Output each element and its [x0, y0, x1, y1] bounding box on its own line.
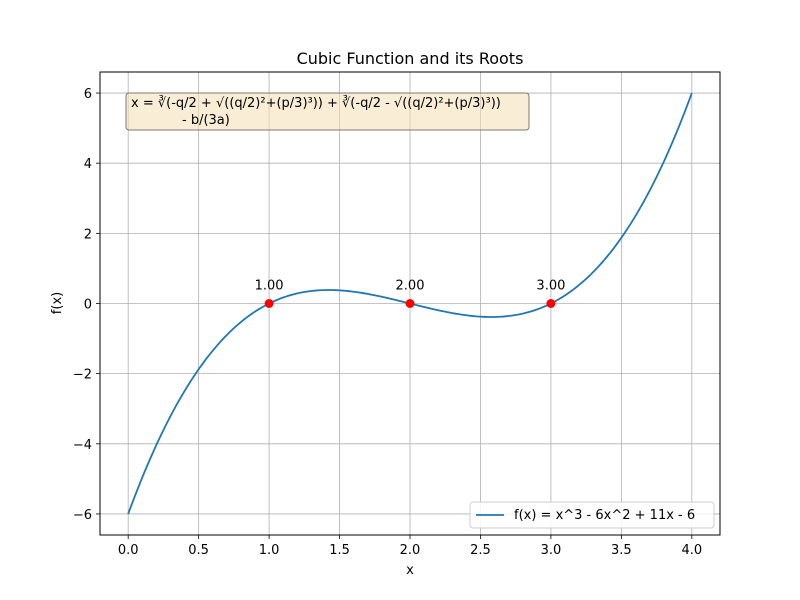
- x-tick-label: 3.5: [611, 543, 632, 558]
- y-tick-label: 4: [84, 157, 92, 172]
- y-axis-label: f(x): [50, 292, 65, 314]
- x-tick-label: 2.5: [470, 543, 491, 558]
- axes-frame: [99, 71, 721, 536]
- x-tick-label: 1.0: [259, 543, 280, 558]
- root-marker: [264, 299, 274, 308]
- x-tick-label: 2.0: [400, 543, 421, 558]
- x-tick-label: 1.5: [329, 543, 350, 558]
- legend: f(x) = x^3 - 6x^2 + 11x - 6: [469, 501, 715, 529]
- y-tick-label: 2: [84, 227, 92, 242]
- tick-layer: 0.0 0.5 1.0 1.5 2.0 2.5 3.0 3.5 4.0 −6 −4 −2 0 2 4 6: [73, 87, 702, 558]
- chart-title: Cubic Function and its Roots: [297, 49, 524, 68]
- x-axis-label: x: [406, 563, 414, 578]
- legend-label: f(x) = x^3 - 6x^2 + 11x - 6: [514, 508, 695, 523]
- y-tick-label: −6: [73, 508, 92, 523]
- root-marker: [546, 299, 556, 308]
- formula-annotation: x = ∛(-q/2 + √((q/2)²+(p/3)³)) + ∛(-q/2 …: [125, 92, 530, 131]
- x-tick-label: 0.0: [118, 543, 139, 558]
- plot-layer: 1.00 2.00 3.00: [127, 92, 693, 515]
- root-marker: [405, 299, 415, 308]
- formula-line-1: x = ∛(-q/2 + √((q/2)²+(p/3)³)) + ∛(-q/2 …: [131, 95, 501, 111]
- x-tick-label: 0.5: [188, 543, 209, 558]
- x-tick-label: 4.0: [681, 543, 702, 558]
- root-label: 2.00: [396, 279, 425, 294]
- y-tick-label: 0: [84, 298, 92, 313]
- formula-line-2: - b/(3a): [182, 113, 230, 128]
- y-tick-label: −2: [73, 368, 92, 383]
- legend-box: [469, 501, 715, 529]
- y-tick-label: 6: [84, 87, 92, 102]
- formula-box: [125, 92, 530, 131]
- y-tick-label: −4: [73, 438, 92, 453]
- root-label: 1.00: [255, 279, 284, 294]
- root-label: 3.00: [536, 279, 565, 294]
- x-tick-label: 3.0: [541, 543, 562, 558]
